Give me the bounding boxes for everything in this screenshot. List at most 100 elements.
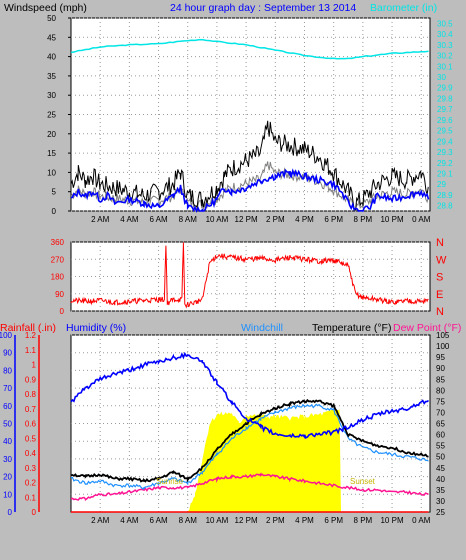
rain-tick-8: 0.8 — [25, 390, 37, 399]
temperature-axis-title: Temperature (°F) — [312, 322, 391, 334]
temp-tick-13: 90 — [436, 364, 445, 373]
baro-tick-13: 30.1 — [437, 62, 453, 71]
rain-tick-12: 1.2 — [25, 331, 37, 340]
baro-tick-2: 29 — [437, 180, 446, 189]
xtick-p0-6: 2 PM — [266, 215, 285, 224]
humidity-tick-10: 100 — [0, 331, 13, 340]
compass-tick-1: E — [436, 289, 443, 301]
dewpoint-legend: Dew Point (°F) — [393, 322, 461, 334]
temp-tick-5: 50 — [436, 453, 445, 462]
sunset-annotation: Sunset — [350, 477, 376, 486]
wind-tick-4: 20 — [47, 130, 56, 139]
temperature-series — [70, 398, 429, 483]
baro-tick-11: 29.9 — [437, 84, 453, 93]
wind-gust-series — [70, 120, 429, 211]
wind-tick-5: 25 — [47, 111, 56, 120]
windchill-series — [70, 403, 429, 491]
xtick-p2-5: 12 PM — [235, 516, 258, 525]
wind-tick-7: 35 — [47, 72, 56, 81]
xtick-p0-11: 0 AM — [412, 215, 431, 224]
graph-title: 24 hour graph day : September 13 2014 — [170, 2, 356, 14]
xtick-p2-8: 6 PM — [324, 516, 343, 525]
wind-tick-2: 10 — [47, 168, 56, 177]
baro-tick-7: 29.5 — [437, 127, 453, 136]
humidity-axis-title: Humidity (%) — [66, 322, 126, 334]
dir-tick-2: 180 — [51, 273, 65, 282]
humidity-tick-1: 10 — [3, 490, 12, 499]
humidity-series — [70, 351, 429, 440]
baro-tick-8: 29.6 — [437, 116, 453, 125]
wind-tick-6: 30 — [47, 91, 56, 100]
rain-tick-4: 0.4 — [25, 449, 37, 458]
temp-tick-16: 105 — [436, 331, 450, 340]
compass-tick-3: W — [436, 254, 447, 266]
barometer-series — [70, 38, 429, 60]
dir-tick-0: 0 — [60, 307, 65, 316]
xtick-p2-0: 2 AM — [91, 516, 110, 525]
wind-tick-0: 0 — [52, 207, 57, 216]
wind-average-series — [70, 168, 430, 213]
compass-tick-0: N — [436, 306, 444, 318]
series-layer — [70, 38, 430, 513]
baro-tick-14: 30.2 — [437, 52, 453, 61]
wind-tick-10: 50 — [47, 14, 56, 23]
baro-tick-17: 30.5 — [437, 19, 453, 28]
baro-tick-3: 29.1 — [437, 169, 453, 178]
temp-tick-8: 65 — [436, 420, 445, 429]
wind-tick-3: 15 — [47, 149, 56, 158]
humidity-tick-4: 40 — [3, 437, 12, 446]
humidity-tick-3: 30 — [3, 455, 12, 464]
xtick-p0-9: 8 PM — [354, 215, 373, 224]
rainfall-axis-title: Rainfall (.in) — [0, 322, 56, 334]
sunrise-annotation: Sunrise — [156, 477, 184, 486]
temp-tick-14: 95 — [436, 353, 445, 362]
baro-tick-4: 29.2 — [437, 159, 453, 168]
temp-tick-3: 40 — [436, 475, 445, 484]
baro-tick-1: 28.9 — [437, 191, 453, 200]
temp-tick-12: 85 — [436, 375, 445, 384]
xtick-p2-11: 0 AM — [412, 516, 431, 525]
rain-tick-11: 1.1 — [25, 346, 37, 355]
temp-tick-0: 25 — [436, 508, 445, 517]
xtick-p0-0: 2 AM — [91, 215, 110, 224]
windspeed-axis-title: Windspeed (mph) — [4, 2, 87, 14]
dir-tick-4: 360 — [51, 238, 65, 247]
grid-layer — [71, 17, 430, 513]
temp-tick-4: 45 — [436, 464, 445, 473]
xtick-p0-5: 12 PM — [235, 215, 258, 224]
rain-tick-6: 0.6 — [25, 420, 37, 429]
temp-tick-10: 75 — [436, 397, 445, 406]
humidity-tick-5: 50 — [3, 420, 12, 429]
xtick-p0-7: 4 PM — [295, 215, 314, 224]
compass-tick-2: S — [436, 272, 443, 284]
baro-tick-12: 30 — [437, 73, 446, 82]
solar-fill-layer — [71, 409, 430, 512]
rain-tick-1: 0.1 — [25, 493, 37, 502]
windchill-legend: Windchill — [241, 322, 283, 334]
rain-tick-3: 0.3 — [25, 464, 37, 473]
wind-tick-9: 45 — [47, 33, 56, 42]
humidity-tick-8: 80 — [3, 366, 12, 375]
baro-tick-0: 28.8 — [437, 202, 453, 211]
axis-labels-layer: 0510152025303540455028.828.92929.129.229… — [0, 14, 453, 525]
dir-tick-1: 90 — [55, 290, 64, 299]
xtick-p2-2: 6 AM — [149, 516, 168, 525]
wind-direction-series — [70, 242, 429, 309]
humidity-tick-6: 60 — [3, 402, 12, 411]
xtick-p2-4: 10 AM — [206, 516, 229, 525]
xtick-p2-10: 10 PM — [380, 516, 403, 525]
baro-tick-16: 30.4 — [437, 30, 453, 39]
temp-tick-1: 30 — [436, 497, 445, 506]
wind-tick-8: 40 — [47, 53, 56, 62]
baro-tick-9: 29.7 — [437, 105, 453, 114]
xtick-p0-2: 6 AM — [149, 215, 168, 224]
xtick-p2-3: 8 AM — [179, 516, 198, 525]
xtick-p0-8: 6 PM — [324, 215, 343, 224]
humidity-tick-2: 20 — [3, 473, 12, 482]
rain-tick-2: 0.2 — [25, 479, 37, 488]
dewpoint-series — [70, 472, 429, 502]
humidity-tick-0: 0 — [8, 508, 13, 517]
barometer-axis-title: Barometer (in) — [370, 2, 437, 14]
